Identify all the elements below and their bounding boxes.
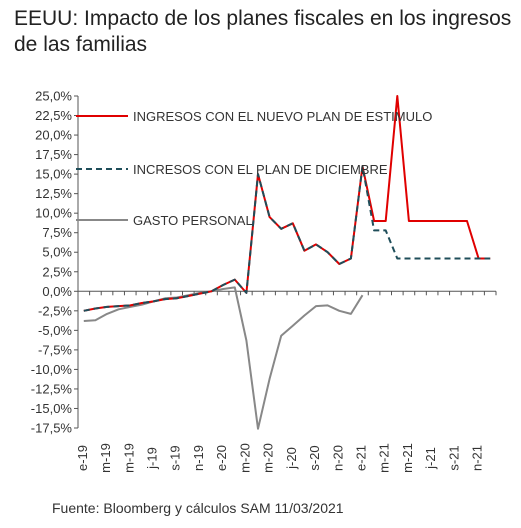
source-note: Fuente: Bloomberg y cálculos SAM 11/03/2… [52, 500, 344, 516]
y-tick-label: 0,0% [42, 284, 72, 299]
x-tick-label: s-20 [307, 445, 322, 470]
y-tick-label: 5,0% [42, 245, 72, 260]
y-tick-label: 17,5% [35, 147, 72, 162]
y-tick-label: 12,5% [35, 186, 72, 201]
y-tick-label: 22,5% [35, 108, 72, 123]
y-axis: 25,0% 22,5% 20,0% 17,5% 15,0% 12,5% 10,0% 7,5% 5… [31, 89, 79, 436]
x-tick-label: e-19 [75, 445, 90, 471]
legend: INGRESOS CON EL NUEVO PLAN DE ESTIMULO IN… [76, 109, 432, 228]
series-lines [83, 95, 491, 430]
x-tick-label: e-20 [214, 445, 229, 471]
x-tick-label: m-19 [121, 443, 136, 473]
x-axis: e-19 m-19 m-19 j-19 s-19 n-19 e-20 m-20 m-20 j-20… [75, 290, 497, 473]
x-tick-label: j-19 [144, 447, 159, 470]
y-tick-label: -5,0% [38, 323, 72, 338]
x-tick-label: s-19 [168, 445, 183, 470]
chart-title: EEUU: Impacto de los planes fiscales en … [14, 7, 512, 56]
y-tick-label: -7,5% [38, 342, 72, 357]
y-tick-label: 15,0% [35, 167, 72, 182]
x-tick-label: e-21 [353, 445, 368, 471]
series-line-3 [83, 286, 364, 430]
y-tick-label: -17,5% [31, 421, 73, 436]
series-line-1 [83, 95, 491, 312]
x-tick-label: n-19 [191, 445, 206, 471]
series-line-2 [83, 165, 491, 312]
x-tick-label: m-20 [237, 443, 252, 473]
y-tick-label: 25,0% [35, 89, 72, 104]
y-tick-label: -12,5% [31, 381, 73, 396]
legend-label-2: INCRESOS CON EL PLAN DE DICIEMBRE [133, 162, 388, 177]
y-tick-label: -15,0% [31, 401, 73, 416]
x-tick-label: m-19 [98, 443, 113, 473]
y-tick-label: 7,5% [42, 225, 72, 240]
x-tick-label: m-21 [400, 443, 415, 473]
y-tick-label: 20,0% [35, 128, 72, 143]
y-tick-label: 10,0% [35, 206, 72, 221]
y-tick-label: -2,5% [38, 303, 72, 318]
x-tick-label: m-21 [377, 443, 392, 473]
x-tick-label: n-20 [330, 445, 345, 471]
legend-label-3: GASTO PERSONAL [133, 213, 253, 228]
x-tick-label: s-21 [446, 445, 461, 470]
y-tick-label: 2,5% [42, 264, 72, 279]
legend-label-1: INGRESOS CON EL NUEVO PLAN DE ESTIMULO [133, 109, 432, 124]
x-tick-label: j-20 [284, 447, 299, 470]
y-tick-label: -10,0% [31, 362, 73, 377]
x-tick-label: n-21 [470, 445, 485, 471]
x-tick-label: j-21 [423, 447, 438, 470]
x-tick-label: m-20 [261, 443, 276, 473]
